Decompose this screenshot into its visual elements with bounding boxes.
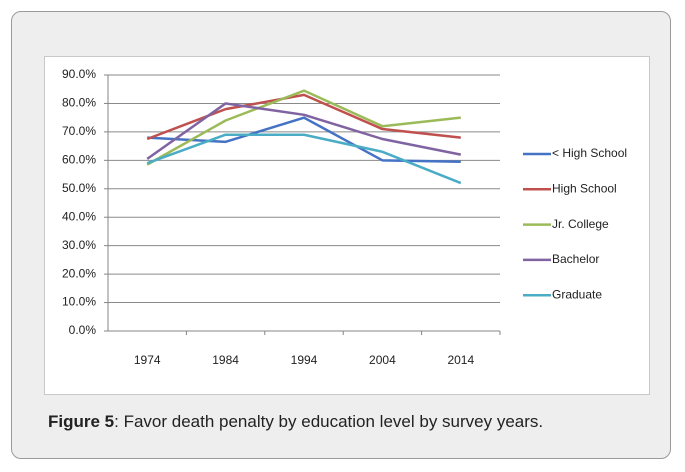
legend-label: Jr. College	[552, 217, 609, 231]
series-line	[146, 133, 462, 185]
series-line	[147, 116, 461, 164]
series-line	[146, 93, 461, 141]
legend-label: Bachelor	[552, 252, 599, 266]
caption-text: : Favor death penalty by education level…	[114, 412, 544, 431]
x-tick-label: 1994	[291, 353, 318, 367]
legend-label: Graduate	[552, 287, 602, 301]
series-line	[146, 89, 461, 166]
x-tick-label: 2014	[447, 353, 474, 367]
y-tick-label: 90.0%	[62, 67, 96, 81]
y-tick-label: 50.0%	[62, 181, 96, 195]
y-tick-label: 40.0%	[62, 209, 96, 223]
y-tick-label: 20.0%	[62, 266, 96, 280]
y-tick-label: 80.0%	[62, 96, 96, 110]
x-tick-label: 1984	[212, 353, 239, 367]
y-tick-label: 60.0%	[62, 153, 96, 167]
caption-label: Figure 5	[48, 412, 115, 431]
y-tick-label: 30.0%	[62, 238, 96, 252]
series-line	[146, 102, 462, 160]
caption: Figure 5: Favor death penalty by educati…	[48, 409, 640, 434]
legend-label: < High School	[552, 146, 627, 160]
y-tick-label: 0.0%	[69, 323, 97, 337]
x-tick-label: 1974	[134, 353, 161, 367]
y-tick-label: 10.0%	[62, 295, 96, 309]
x-tick-label: 2004	[369, 353, 396, 367]
legend-label: High School	[552, 181, 617, 195]
y-tick-label: 70.0%	[62, 124, 96, 138]
